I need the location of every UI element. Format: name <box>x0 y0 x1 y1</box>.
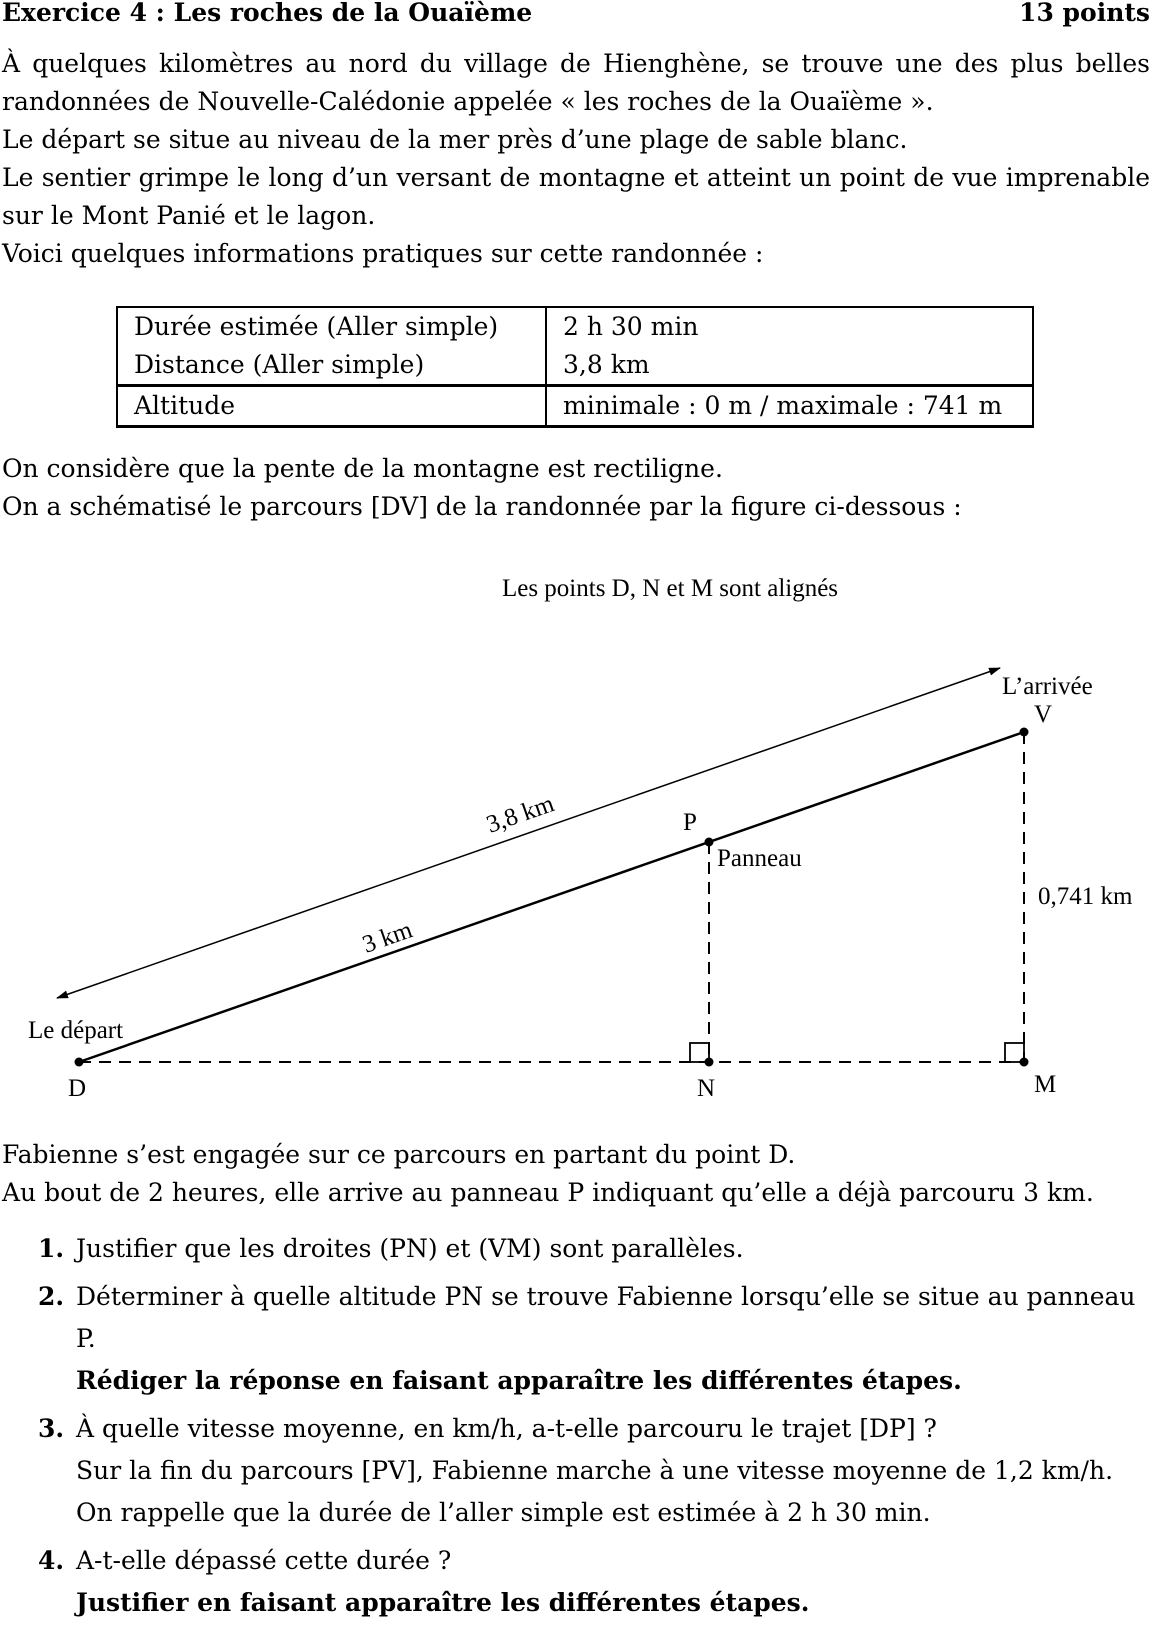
info-table: Durée estimée (Aller simple) 2 h 30 min … <box>116 306 1034 428</box>
label-panneau: Panneau <box>717 845 802 872</box>
intro-paragraph: Le départ se situe au niveau de la mer p… <box>2 121 1150 159</box>
after-text: Fabienne s’est engagée sur ce parcours e… <box>2 1136 1150 1212</box>
exercise-header: Exercice 4 : Les roches de la Ouaïème 13… <box>2 0 1150 30</box>
questions-list: 1. Justifier que les droites (PN) et (VM… <box>2 1228 1150 1630</box>
table-cell-label: Durée estimée (Aller simple) <box>117 307 546 346</box>
table-cell-label: Altitude <box>117 386 546 427</box>
label-N: N <box>697 1075 715 1102</box>
exercise-points: 13 points <box>1019 0 1150 26</box>
intro-paragraph: À quelques kilomètres au nord du village… <box>2 45 1150 121</box>
question-number: 1. <box>38 1228 64 1270</box>
after-paragraph: Au bout de 2 heures, elle arrive au pann… <box>2 1174 1150 1212</box>
label-P: P <box>683 809 697 836</box>
question-text: A-t-elle dépassé cette durée ? <box>76 1540 1150 1582</box>
table-row: Distance (Aller simple) 3,8 km <box>117 346 1033 386</box>
label-M: M <box>1034 1071 1056 1098</box>
hike-diagram: Les points D, N et M sont alignés L’arri… <box>0 560 1152 1140</box>
table-cell-value: 2 h 30 min <box>546 307 1033 346</box>
after-paragraph: Fabienne s’est engagée sur ce parcours e… <box>2 1136 1150 1174</box>
table-cell-value: minimale : 0 m / maximale : 741 m <box>546 386 1033 427</box>
label-D: D <box>68 1075 86 1102</box>
label-distance-DP: 3 km <box>359 916 416 958</box>
point-M <box>1020 1058 1029 1067</box>
exercise-title: Exercice 4 : Les roches de la Ouaïème <box>2 0 532 26</box>
intro-paragraph: Le sentier grimpe le long d’un versant d… <box>2 159 1150 235</box>
point-P <box>705 838 714 847</box>
point-N <box>705 1058 714 1067</box>
question-instruction: Rédiger la réponse en faisant apparaître… <box>76 1360 1150 1402</box>
question-number: 3. <box>38 1408 64 1450</box>
question-text: Justifier que les droites (PN) et (VM) s… <box>76 1228 1150 1270</box>
label-V: V <box>1034 701 1052 728</box>
slope-line-DV <box>79 732 1024 1062</box>
question-item: 1. Justifier que les droites (PN) et (VM… <box>2 1228 1150 1270</box>
question-instruction: Justifier en faisant apparaître les diff… <box>76 1582 1150 1624</box>
mid-paragraph: On a schématisé le parcours [DV] de la r… <box>2 488 1150 526</box>
question-item: 4. A-t-elle dépassé cette durée ? Justif… <box>2 1540 1150 1624</box>
table-cell-label: Distance (Aller simple) <box>117 346 546 386</box>
question-text: Déterminer à quelle altitude PN se trouv… <box>76 1276 1150 1360</box>
intro-text: À quelques kilomètres au nord du village… <box>2 45 1150 273</box>
intro-paragraph: Voici quelques informations pratiques su… <box>2 235 1150 273</box>
mid-paragraph: On considère que la pente de la montagne… <box>2 450 1150 488</box>
figure-caption: Les points D, N et M sont alignés <box>502 575 838 602</box>
question-item: 2. Déterminer à quelle altitude PN se tr… <box>2 1276 1150 1402</box>
question-item: 3. À quelle vitesse moyenne, en km/h, a-… <box>2 1408 1150 1534</box>
point-D <box>75 1058 84 1067</box>
table-row: Durée estimée (Aller simple) 2 h 30 min <box>117 307 1033 346</box>
table-cell-value: 3,8 km <box>546 346 1033 386</box>
point-V <box>1020 728 1029 737</box>
table-row: Altitude minimale : 0 m / maximale : 741… <box>117 386 1033 427</box>
label-arrivee: L’arrivée <box>1002 673 1093 700</box>
question-number: 2. <box>38 1276 64 1318</box>
question-number: 4. <box>38 1540 64 1582</box>
label-total-distance: 3,8 km <box>483 790 558 839</box>
question-extra: Sur la fin du parcours [PV], Fabienne ma… <box>76 1450 1150 1492</box>
total-distance-arrow <box>57 668 1000 998</box>
mid-text: On considère que la pente de la montagne… <box>2 450 1150 526</box>
label-height-VM: 0,741 km <box>1038 883 1133 910</box>
label-depart: Le départ <box>28 1017 123 1044</box>
question-text: À quelle vitesse moyenne, en km/h, a-t-e… <box>76 1408 1150 1450</box>
question-extra: On rappelle que la durée de l’aller simp… <box>76 1492 1150 1534</box>
